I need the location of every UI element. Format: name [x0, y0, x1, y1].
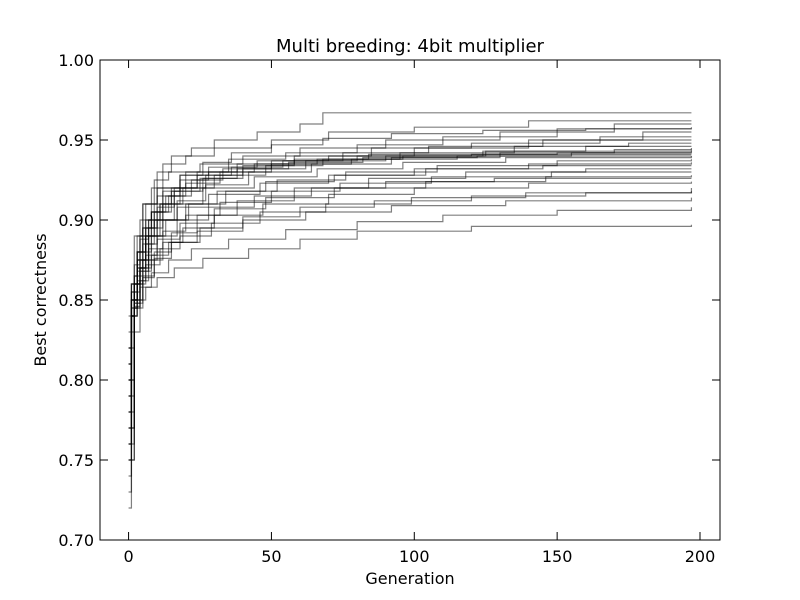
chart-title: Multi breeding: 4bit multiplier — [276, 36, 545, 57]
series-line-18 — [128, 175, 693, 429]
series-line-9 — [128, 145, 692, 477]
series-line-29 — [128, 191, 693, 429]
y-axis: 0.70 0.75 0.80 0.85 0.90 0.95 1.00 — [58, 51, 720, 550]
series-line-24 — [128, 151, 693, 349]
series-line-3 — [128, 123, 692, 381]
series-line-10 — [128, 149, 692, 381]
x-tick-label: 200 — [685, 547, 716, 566]
series-line-16 — [128, 168, 692, 461]
y-tick-label: 0.85 — [58, 291, 94, 310]
series-line-28 — [128, 177, 692, 461]
y-tick-label: 0.70 — [58, 531, 94, 550]
x-tick-label: 0 — [123, 547, 133, 566]
series-layer — [128, 112, 693, 509]
series-line-23 — [128, 224, 693, 509]
y-tick-label: 0.95 — [58, 131, 94, 150]
series-line-21 — [128, 197, 693, 493]
series-line-13 — [128, 159, 693, 413]
series-line-15 — [128, 165, 692, 397]
x-axis-label: Generation — [365, 569, 454, 588]
series-line-30 — [128, 128, 692, 381]
x-tick-label: 150 — [542, 547, 573, 566]
y-axis-label: Best correctness — [31, 233, 50, 366]
series-line-14 — [128, 162, 693, 349]
series-line-12 — [128, 156, 693, 445]
y-tick-label: 1.00 — [58, 51, 94, 70]
series-line-22 — [128, 207, 693, 445]
x-axis: 0 50 100 150 200 — [123, 60, 715, 566]
x-tick-label: 100 — [399, 547, 430, 566]
series-line-19 — [128, 181, 693, 381]
y-tick-label: 0.80 — [58, 371, 94, 390]
y-tick-label: 0.75 — [58, 451, 94, 470]
x-tick-label: 50 — [261, 547, 281, 566]
series-line-26 — [128, 155, 692, 397]
y-tick-label: 0.90 — [58, 211, 94, 230]
